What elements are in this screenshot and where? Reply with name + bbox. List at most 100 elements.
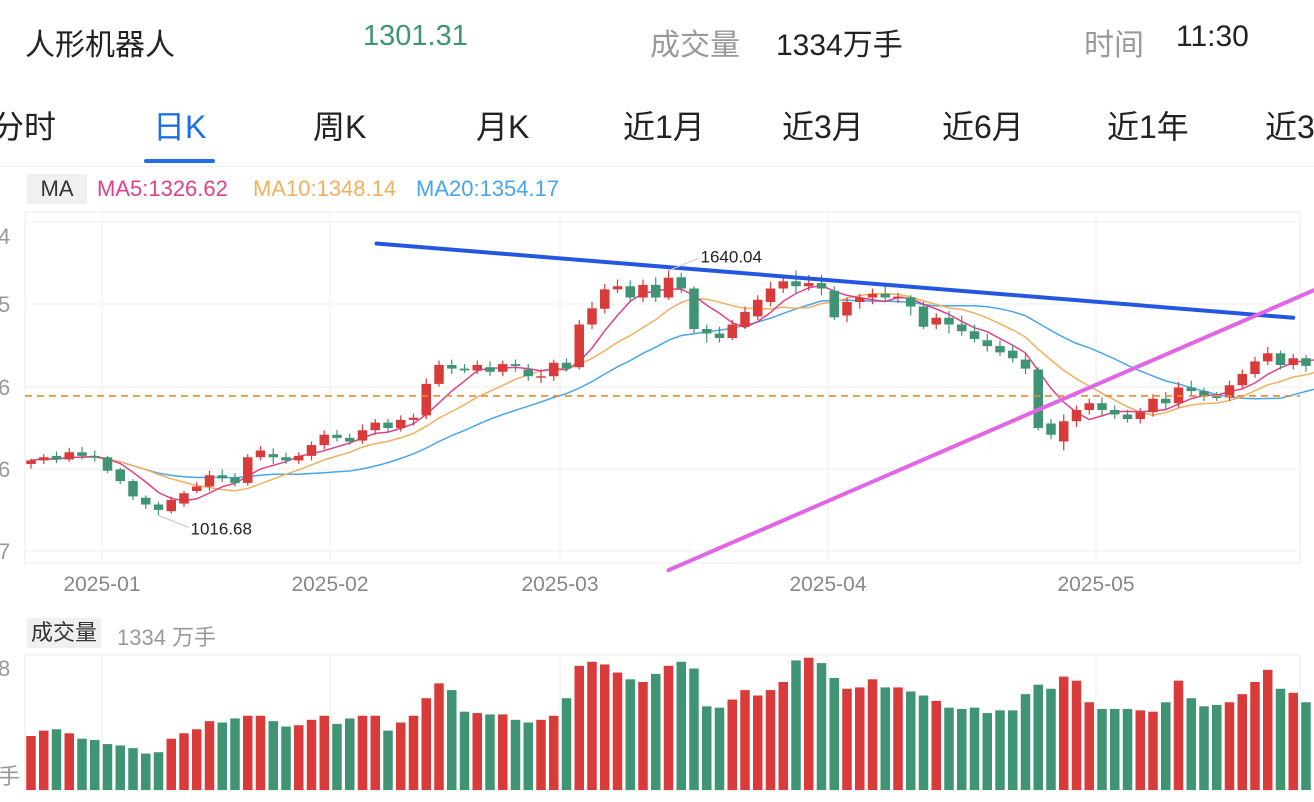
candle: [816, 283, 827, 289]
volume-bar: [166, 738, 176, 790]
volume-bar: [306, 719, 317, 790]
ma-selector[interactable]: MA: [27, 174, 87, 204]
volume-bar: [102, 744, 113, 790]
time-label: 时间: [1084, 29, 1144, 62]
volume-bar: [1071, 680, 1082, 790]
tab-daily-k[interactable]: 日K: [153, 109, 207, 145]
volume-bar: [1008, 710, 1018, 790]
candle: [714, 333, 725, 338]
volume-bar: [217, 722, 227, 790]
volume-bar: [1250, 682, 1260, 790]
candle: [651, 284, 661, 298]
candle: [39, 457, 49, 461]
candle: [306, 445, 317, 456]
volume-bar: [523, 722, 533, 790]
volume-bar: [1148, 711, 1158, 790]
volume-bar: [638, 682, 648, 790]
candle: [944, 317, 954, 325]
time-value: 11:30: [1176, 20, 1249, 53]
y-tick-label: 5: [0, 292, 10, 317]
volume-bar: [281, 726, 291, 790]
volume-indicator-selector[interactable]: 成交量: [27, 618, 102, 648]
tab-1-year[interactable]: 近1年: [1107, 109, 1189, 145]
volume-bar: [1110, 709, 1120, 790]
candle: [689, 288, 699, 329]
tab-6-months[interactable]: 近6月: [942, 109, 1024, 145]
volume-bar: [383, 730, 393, 790]
candle: [1071, 410, 1082, 422]
tab-weekly-k[interactable]: 周K: [313, 109, 367, 145]
candle: [931, 317, 941, 325]
candle: [702, 329, 712, 334]
candle: [804, 283, 814, 287]
candle: [255, 450, 266, 458]
volume-bar: [727, 699, 737, 790]
volume-bar: [536, 719, 546, 790]
volume-bar: [498, 714, 508, 790]
volume-bar: [778, 682, 788, 790]
candle: [1046, 423, 1056, 435]
candle: [727, 324, 737, 338]
volume-bar: [804, 657, 814, 790]
candle: [115, 469, 125, 482]
volume-bar: [918, 695, 929, 790]
volume-bar: [332, 723, 342, 790]
volume-bar: [434, 683, 444, 790]
volume-bar: [867, 679, 878, 790]
candle: [880, 293, 890, 298]
candle: [396, 419, 406, 428]
ma10-line: [30, 292, 1314, 492]
tab-1-month[interactable]: 近1月: [623, 109, 705, 145]
candle: [638, 284, 648, 298]
tab-3-years[interactable]: 近3: [1265, 109, 1314, 145]
candle: [855, 297, 865, 302]
ma10-value: MA10:1348.14: [253, 176, 397, 201]
tab-3-months[interactable]: 近3月: [782, 109, 864, 145]
candle: [740, 311, 750, 327]
candle: [408, 417, 419, 420]
volume-bar: [1059, 676, 1069, 790]
candle: [64, 452, 74, 460]
volume-bar: [1301, 702, 1311, 790]
volume-bar: [230, 718, 240, 790]
candle: [345, 437, 355, 442]
volume-bar: [765, 690, 776, 790]
volume-bar: [51, 729, 62, 790]
candle: [179, 493, 189, 504]
candle: [268, 454, 278, 458]
volume-y-tick-label: 8: [0, 656, 10, 681]
volume-bar: [408, 715, 419, 790]
volume-bar: [1173, 680, 1184, 790]
volume-bar: [319, 715, 329, 790]
volume-bar: [447, 690, 457, 790]
candle: [995, 346, 1005, 353]
candle: [1084, 403, 1094, 410]
candle: [77, 452, 87, 456]
volume-bar: [944, 707, 954, 790]
period-tabs: 分时 日K 周K 月K 近1月 近3月 近6月 近1年 近3: [0, 80, 1314, 167]
volume-bar: [561, 698, 572, 790]
volume-bar: [829, 677, 839, 790]
volume-bar: [1224, 702, 1235, 790]
candle: [1008, 350, 1018, 359]
volume-bar: [982, 713, 992, 790]
volume-bar: [676, 661, 686, 790]
tab-intraday[interactable]: 分时: [0, 109, 57, 145]
volume-bar: [753, 695, 763, 790]
candle: [957, 324, 967, 332]
volume-bar: [26, 736, 36, 790]
volume-bar: [1263, 669, 1273, 790]
volume-bar: [702, 706, 712, 790]
candle: [612, 286, 623, 290]
volume-bar: [1084, 702, 1094, 790]
candle: [676, 277, 686, 289]
candle: [1250, 361, 1260, 374]
low-annotation-leader: [158, 514, 189, 528]
candle: [982, 340, 992, 347]
tab-monthly-k[interactable]: 月K: [476, 109, 530, 145]
volume-bar: [1097, 709, 1107, 790]
active-tab-indicator: [144, 159, 215, 163]
candle: [141, 497, 151, 505]
y-tick-label: 4: [0, 224, 10, 249]
